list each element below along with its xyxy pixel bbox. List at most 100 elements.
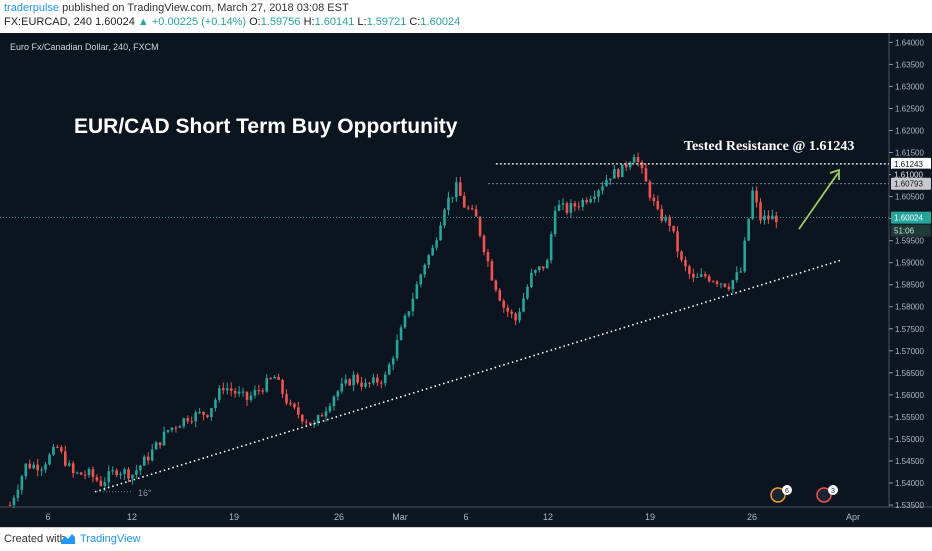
candle-body (281, 379, 284, 394)
published-text: published on TradingView.com, March 27, … (62, 2, 349, 14)
close-value: 1.60024 (420, 16, 461, 28)
candle-body (340, 383, 344, 392)
candle-body (229, 388, 233, 391)
candle-body (652, 197, 656, 202)
candle-body (707, 276, 711, 282)
candle-body (589, 198, 592, 203)
candle-body (214, 399, 217, 409)
author-link[interactable]: traderpulse (4, 2, 60, 14)
candle-body (332, 396, 336, 407)
candle-body (83, 474, 87, 476)
high-label: H: (303, 16, 315, 28)
badge-count: 6 (785, 488, 789, 495)
candle-body (257, 390, 261, 392)
footer: Created with TradingView (0, 527, 932, 551)
candle-body (376, 377, 379, 383)
candle-body (154, 442, 158, 450)
price-chart[interactable]: 1.64000 1.63500 1.63000 1.62500 1.62000 1.615… (0, 0, 932, 527)
candle-body (356, 374, 359, 383)
candle-body (391, 358, 395, 365)
symbol-label: FX:EURCAD, 240 (4, 16, 93, 28)
candle-body (372, 377, 375, 384)
candle-body (210, 408, 213, 418)
candle-body (233, 390, 237, 394)
time-axis-background (0, 507, 932, 527)
x-tick-label: Apr (846, 512, 860, 522)
candle-body (474, 209, 478, 217)
ohlc-info: FX:EURCAD, 240 1.60024 ▲ +0.00225 (+0.14… (4, 16, 460, 28)
candle-body (419, 274, 423, 285)
open-value: 1.59756 (260, 16, 301, 28)
candle-body (75, 472, 79, 474)
candle-body (656, 201, 660, 210)
candle-body (755, 190, 758, 203)
instrument-label: Euro Fx/Canadian Dollar, 240, FXCM (10, 42, 159, 52)
candle-body (494, 280, 498, 291)
candle-body (585, 200, 588, 203)
candle-body (368, 382, 371, 384)
chart-header: traderpulse published on TradingView.com… (0, 0, 932, 33)
change-value: +0.00225 (+0.14%) (151, 16, 247, 28)
candle-body (194, 412, 197, 422)
y-tick-label: 1.55500 (895, 413, 924, 422)
candle-body (747, 218, 750, 241)
countdown-tag: 51:06 (894, 227, 915, 236)
candle-body (478, 216, 482, 236)
candle-body (763, 215, 766, 221)
candle-body (127, 469, 130, 479)
y-tick-label: 1.54000 (895, 479, 924, 488)
candle-body (87, 469, 91, 476)
candle-body (427, 255, 430, 265)
candle-body (502, 300, 506, 308)
y-tick-label: 1.59000 (895, 259, 924, 268)
x-tick-label: Mar (392, 512, 408, 522)
candle-body (24, 463, 28, 477)
candle-body (178, 426, 182, 428)
current-price-tag-bg (891, 211, 931, 224)
candle-body (28, 463, 32, 469)
candle-body (759, 202, 762, 221)
candle-body (510, 311, 513, 314)
y-tick-label: 1.55000 (895, 435, 924, 444)
candle-body (632, 157, 636, 163)
x-tick-label: 12 (543, 512, 553, 522)
candle-body (269, 378, 272, 380)
candle-body (32, 464, 35, 469)
low-value: 1.59721 (366, 16, 407, 28)
badge-count: 3 (831, 488, 835, 495)
candle-body (711, 281, 715, 283)
y-tick-label: 1.61500 (895, 149, 924, 158)
candle-body (557, 204, 561, 211)
current-price-tag: 1.60024 (894, 214, 923, 223)
candle-body (115, 470, 118, 475)
created-with-text: Created with (4, 533, 66, 545)
candle-body (514, 313, 517, 321)
candle-body (423, 264, 427, 275)
candle-body (727, 286, 731, 290)
candle-body (577, 206, 581, 208)
up-arrow-icon (798, 172, 839, 230)
candle-body (162, 431, 166, 446)
candle-body (170, 427, 174, 431)
candle-body (383, 374, 387, 384)
last-price: 1.60024 (95, 16, 135, 28)
candle-body (174, 427, 178, 429)
candle-body (735, 272, 739, 281)
candle-body (182, 418, 186, 427)
candle-body (703, 274, 707, 277)
candle-body (123, 469, 126, 474)
candle-body (549, 234, 553, 261)
tradingview-brand[interactable]: TradingView (80, 533, 141, 545)
candle-body (771, 215, 774, 220)
high-value: 1.60141 (314, 16, 355, 28)
candle-body (273, 376, 276, 379)
candle-body (64, 451, 67, 466)
candle-body (261, 390, 265, 392)
candle-body (60, 447, 63, 452)
candle-body (597, 190, 600, 197)
candle-body (190, 421, 193, 423)
candle-body (723, 283, 727, 287)
candle-body (462, 195, 466, 208)
candle-body (186, 418, 190, 422)
candle-body (289, 403, 292, 405)
